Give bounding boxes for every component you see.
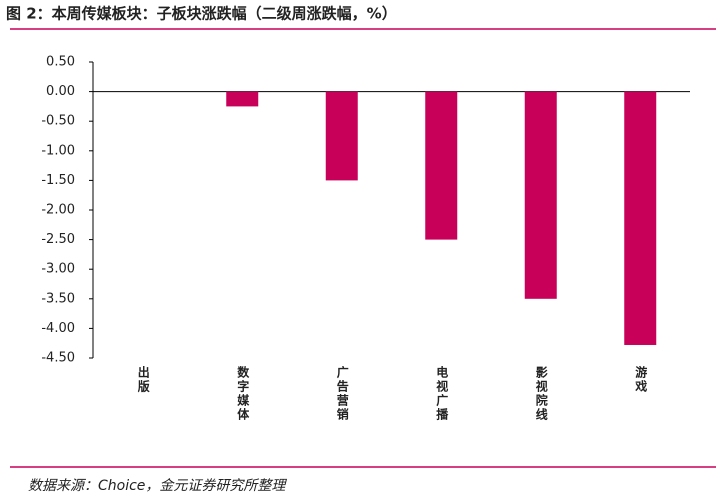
- y-tick-label: -3.00: [41, 262, 75, 277]
- y-tick-label: 0.00: [46, 84, 75, 99]
- bar: [524, 91, 557, 299]
- bar: [325, 91, 358, 181]
- y-tick-label: -0.50: [41, 114, 75, 129]
- bar: [624, 91, 657, 345]
- y-tick-label: -4.00: [41, 321, 75, 336]
- y-tick-label: -3.50: [41, 291, 75, 306]
- y-tick-label: -1.00: [41, 143, 75, 158]
- source-note: 数据来源：Choice，金元证券研究所整理: [28, 478, 287, 494]
- y-tick-label: -2.00: [41, 203, 75, 218]
- x-tick-label: 出版: [136, 365, 150, 394]
- y-tick-label: -1.50: [41, 173, 75, 188]
- y-tick-label: 0.50: [46, 55, 75, 70]
- bar: [425, 91, 458, 240]
- chart-title: 图 2：本周传媒板块：子板块涨跌幅（二级周涨跌幅，%）: [6, 5, 397, 23]
- x-tick-label: 数字媒体: [236, 365, 250, 422]
- x-tick-label: 电视广播: [435, 365, 449, 422]
- x-tick-label: 广告营销: [335, 365, 349, 422]
- y-tick-label: -4.50: [41, 351, 75, 366]
- bar: [226, 91, 259, 107]
- y-tick-label: -2.50: [41, 232, 75, 247]
- x-tick-label: 游戏: [634, 365, 648, 394]
- x-tick-label: 影视院线: [534, 365, 548, 422]
